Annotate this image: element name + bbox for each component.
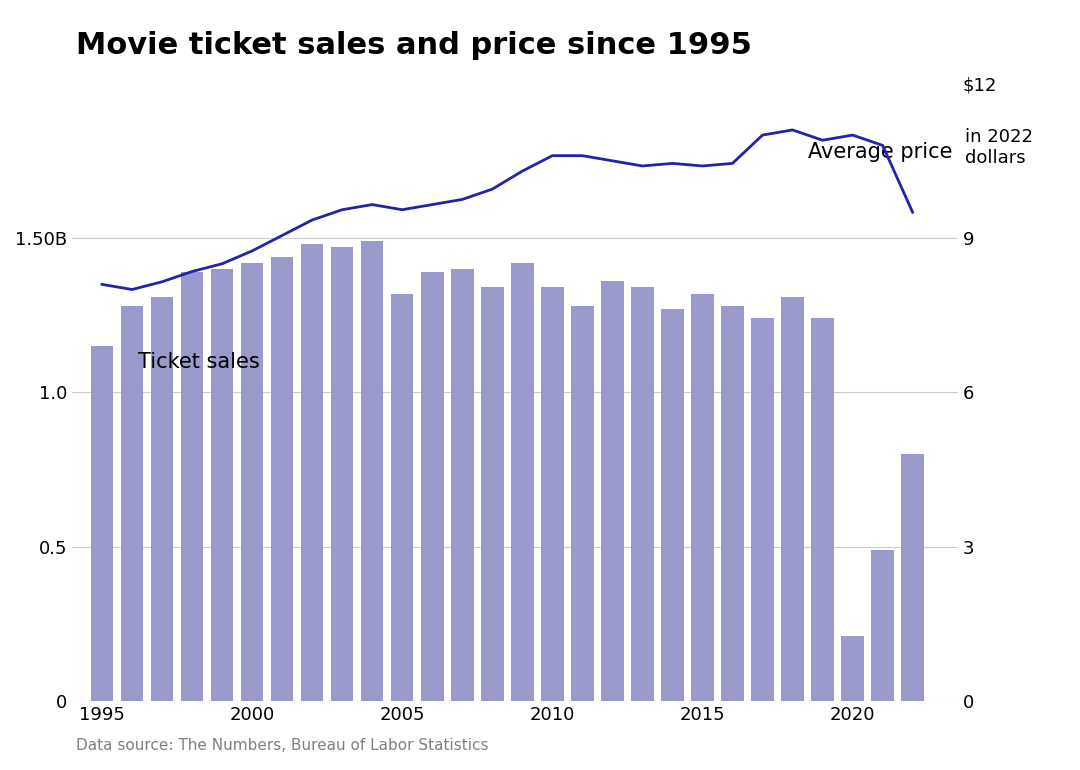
Bar [481, 287, 503, 701]
Text: in 2022
dollars: in 2022 dollars [964, 128, 1032, 167]
Bar [902, 454, 923, 701]
Bar [841, 637, 864, 701]
Bar [391, 293, 414, 701]
Bar [121, 306, 144, 701]
Bar [330, 247, 353, 701]
Bar [421, 272, 444, 701]
Text: Data source: The Numbers, Bureau of Labor Statistics: Data source: The Numbers, Bureau of Labo… [76, 738, 488, 753]
Bar [631, 287, 653, 701]
Bar [781, 296, 804, 701]
Bar [301, 244, 323, 701]
Bar [661, 309, 684, 701]
Bar [811, 318, 834, 701]
Bar [91, 346, 113, 701]
Bar [691, 293, 714, 701]
Bar [752, 318, 773, 701]
Text: Average price: Average price [808, 142, 953, 162]
Text: Movie ticket sales and price since 1995: Movie ticket sales and price since 1995 [76, 31, 752, 60]
Text: Ticket sales: Ticket sales [138, 352, 260, 372]
Bar [721, 306, 744, 701]
Bar [271, 256, 294, 701]
Bar [241, 263, 264, 701]
Bar [180, 272, 203, 701]
Bar [211, 269, 233, 701]
Bar [571, 306, 594, 701]
Bar [541, 287, 564, 701]
Bar [361, 241, 383, 701]
Bar [602, 281, 623, 701]
Bar [451, 269, 473, 701]
Bar [872, 550, 894, 701]
Bar [151, 296, 173, 701]
Bar [511, 263, 534, 701]
